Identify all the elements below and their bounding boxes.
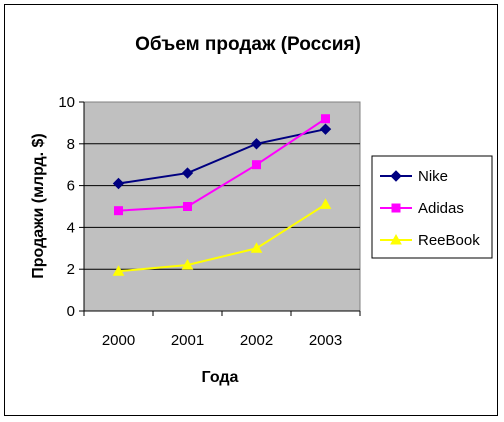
data-point [321, 114, 330, 124]
x-tick-label: 2000 [102, 332, 135, 349]
data-point [114, 206, 123, 216]
series-nike [112, 123, 332, 190]
data-point [250, 242, 263, 253]
legend-marker [390, 233, 402, 245]
data-point [250, 138, 263, 150]
x-axis-ticks: 2000 2001 2002 2003 [83, 310, 361, 349]
y-tick-label: 0 [67, 303, 75, 320]
legend-item-adidas: Adidas [380, 200, 464, 217]
x-axis-label: Года [202, 369, 239, 386]
data-point [112, 265, 125, 276]
data-point [181, 167, 194, 179]
x-tick-label: 2003 [309, 332, 342, 349]
data-point [252, 160, 261, 170]
series-reebook [112, 198, 332, 276]
y-tick-label: 2 [67, 261, 75, 278]
legend-marker [391, 203, 401, 213]
legend: Nike Adidas ReeBook [371, 155, 493, 259]
y-tick-label: 4 [67, 219, 75, 236]
chart-title: Объем продаж (Россия) [135, 34, 361, 55]
legend-label: Adidas [418, 200, 464, 217]
series-line [118, 117, 327, 212]
legend-item-nike: Nike [380, 168, 448, 185]
x-tick-label: 2001 [171, 332, 204, 349]
legend-label: Nike [418, 168, 448, 185]
x-tick-label: 2002 [240, 332, 273, 349]
y-tick-label: 10 [58, 94, 75, 111]
series-layer [112, 114, 332, 276]
y-axis-ticks: 0 2 4 6 8 10 [58, 94, 85, 320]
series-adidas [114, 114, 330, 216]
plot-area [83, 101, 361, 312]
legend-label: ReeBook [418, 232, 480, 249]
legend-item-reebook: ReeBook [380, 232, 480, 249]
data-point [183, 202, 192, 211]
y-tick-label: 8 [67, 136, 75, 153]
data-point [112, 177, 125, 190]
data-point [181, 258, 194, 270]
legend-marker [390, 170, 402, 182]
y-axis-label: Продажи (млрд. $) [30, 133, 47, 279]
data-point [319, 198, 332, 209]
series-line [118, 128, 326, 185]
series-line [118, 203, 327, 273]
y-tick-label: 6 [67, 178, 75, 195]
data-point [319, 123, 332, 135]
